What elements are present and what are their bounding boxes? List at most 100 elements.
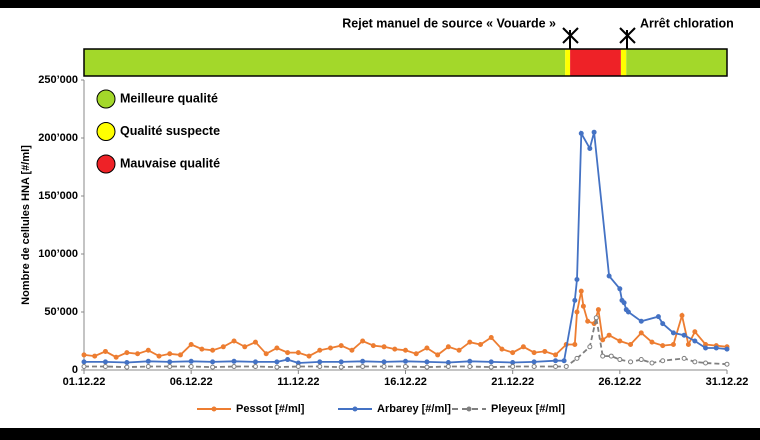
y-tick-label: 250’000 [38, 74, 78, 86]
data-point [600, 337, 606, 343]
data-point [692, 338, 698, 344]
data-point [578, 288, 584, 294]
data-point [585, 318, 591, 324]
data-point [445, 344, 451, 350]
data-point [467, 339, 473, 345]
data-point [274, 345, 280, 351]
data-point [102, 359, 108, 365]
series-line [83, 290, 728, 359]
data-point [713, 345, 719, 351]
data-point [561, 358, 567, 364]
data-point [542, 348, 548, 354]
data-point [692, 359, 698, 365]
data-point [531, 364, 537, 370]
y-tick-label: 50’000 [44, 306, 78, 318]
data-point [445, 359, 451, 365]
data-point [628, 359, 634, 365]
data-point [574, 277, 580, 283]
legend-marker [352, 406, 358, 412]
data-point [424, 345, 430, 351]
data-point [81, 364, 87, 370]
y-tick-label: 0 [72, 364, 78, 376]
data-point [531, 359, 537, 365]
data-point [135, 351, 141, 357]
data-point [274, 359, 280, 365]
data-point [660, 358, 666, 364]
data-point [403, 364, 408, 370]
quality-legend-label: Meilleure qualité [120, 91, 218, 105]
data-point [295, 350, 301, 356]
data-point [520, 344, 526, 350]
data-point [724, 361, 730, 367]
data-point [679, 312, 685, 318]
data-point [360, 364, 366, 370]
data-point [285, 357, 291, 363]
data-point [252, 364, 258, 370]
data-point [655, 314, 661, 320]
x-tick-label: 01.12.22 [63, 376, 106, 388]
data-point [124, 359, 130, 365]
data-point [231, 364, 237, 370]
data-point [317, 347, 323, 353]
data-point [145, 358, 151, 364]
data-point [167, 359, 173, 365]
data-point [456, 347, 462, 353]
data-point [435, 352, 441, 358]
data-point [102, 348, 108, 354]
data-point [638, 357, 644, 363]
data-point [531, 350, 537, 356]
data-point [360, 358, 366, 364]
data-point [145, 347, 151, 353]
data-point [424, 364, 430, 370]
data-point [124, 350, 130, 356]
legend-marker [466, 406, 472, 412]
data-point [242, 344, 248, 350]
quality-legend-label: Mauvaise qualité [120, 156, 220, 170]
quality-segment [565, 49, 571, 76]
data-point [403, 347, 408, 353]
data-point [381, 344, 387, 350]
data-point [606, 332, 612, 338]
data-point [413, 351, 419, 357]
data-point [649, 360, 655, 366]
legend-marker [211, 406, 217, 412]
x-tick-label: 31.12.22 [706, 376, 749, 388]
data-point [670, 330, 676, 336]
legend-label: Pleyeux [#/ml] [491, 403, 565, 415]
data-point [608, 353, 614, 359]
data-point [81, 352, 87, 358]
data-point [231, 358, 237, 364]
data-point [188, 358, 194, 364]
data-point [156, 353, 162, 359]
data-point [370, 343, 376, 349]
data-point [574, 355, 580, 361]
data-point [638, 330, 644, 336]
quality-segment [570, 49, 621, 76]
data-point [510, 350, 516, 356]
data-point [317, 364, 323, 370]
data-point [231, 338, 237, 344]
data-point [392, 346, 398, 352]
x-tick-label: 21.12.22 [491, 376, 534, 388]
data-point [692, 329, 698, 335]
data-point [628, 341, 634, 347]
data-point [403, 358, 408, 364]
data-point [660, 343, 666, 349]
data-point [578, 130, 584, 136]
data-point [145, 364, 151, 370]
data-point [274, 364, 280, 370]
data-point [563, 364, 569, 370]
data-point [638, 318, 644, 324]
data-point [220, 344, 226, 350]
quality-segment [626, 49, 727, 76]
data-point [252, 359, 258, 365]
data-point [685, 341, 691, 347]
data-point [102, 364, 108, 370]
data-point [338, 364, 344, 370]
data-point [600, 353, 606, 359]
y-tick-label: 200’000 [38, 132, 78, 144]
data-point [113, 354, 119, 360]
data-point [199, 346, 205, 352]
data-point [317, 359, 323, 365]
quality-segment [84, 49, 566, 76]
